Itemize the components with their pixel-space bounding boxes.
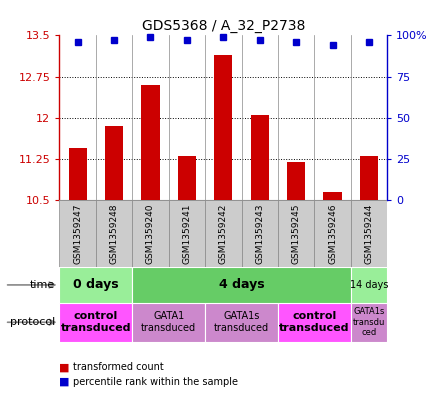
Bar [132, 200, 169, 267]
Bar [351, 267, 387, 303]
Text: control
transduced: control transduced [61, 312, 131, 333]
Text: GSM1359245: GSM1359245 [292, 204, 301, 264]
Text: ■: ■ [59, 362, 70, 373]
Text: GSM1359244: GSM1359244 [364, 204, 374, 264]
Bar [132, 303, 205, 342]
Text: GATA1s
transdu
ced: GATA1s transdu ced [353, 307, 385, 337]
Bar [96, 200, 132, 267]
Text: GSM1359247: GSM1359247 [73, 204, 82, 264]
Bar [323, 192, 342, 200]
Text: transformed count: transformed count [73, 362, 163, 373]
Bar [351, 303, 387, 342]
Bar [169, 200, 205, 267]
Text: time: time [30, 280, 55, 290]
Bar [205, 303, 278, 342]
Text: 14 days: 14 days [350, 280, 388, 290]
Text: GSM1359248: GSM1359248 [110, 204, 118, 264]
Text: 4 days: 4 days [219, 278, 264, 292]
Text: GSM1359241: GSM1359241 [182, 204, 191, 264]
Bar [178, 156, 196, 200]
Bar [132, 267, 351, 303]
Text: ■: ■ [59, 377, 70, 387]
Text: percentile rank within the sample: percentile rank within the sample [73, 377, 238, 387]
Bar [59, 200, 96, 267]
Text: GSM1359246: GSM1359246 [328, 204, 337, 264]
Bar [351, 200, 387, 267]
Text: control
transduced: control transduced [279, 312, 350, 333]
Text: GSM1359243: GSM1359243 [255, 204, 264, 264]
Text: GSM1359240: GSM1359240 [146, 204, 155, 264]
Bar [360, 156, 378, 200]
Bar [205, 200, 242, 267]
Text: GSM1359242: GSM1359242 [219, 204, 228, 264]
Bar [105, 126, 123, 200]
Text: GATA1
transduced: GATA1 transduced [141, 312, 196, 333]
Text: GATA1s
transduced: GATA1s transduced [214, 312, 269, 333]
Bar [59, 267, 132, 303]
Title: GDS5368 / A_32_P2738: GDS5368 / A_32_P2738 [142, 19, 305, 33]
Bar [214, 55, 232, 200]
Bar [141, 85, 160, 200]
Text: 0 days: 0 days [73, 278, 119, 292]
Bar [251, 115, 269, 200]
Bar [242, 200, 278, 267]
Bar [69, 148, 87, 200]
Bar [287, 162, 305, 200]
Text: protocol: protocol [10, 317, 55, 327]
Bar [278, 303, 351, 342]
Bar [314, 200, 351, 267]
Bar [278, 200, 314, 267]
Bar [59, 303, 132, 342]
